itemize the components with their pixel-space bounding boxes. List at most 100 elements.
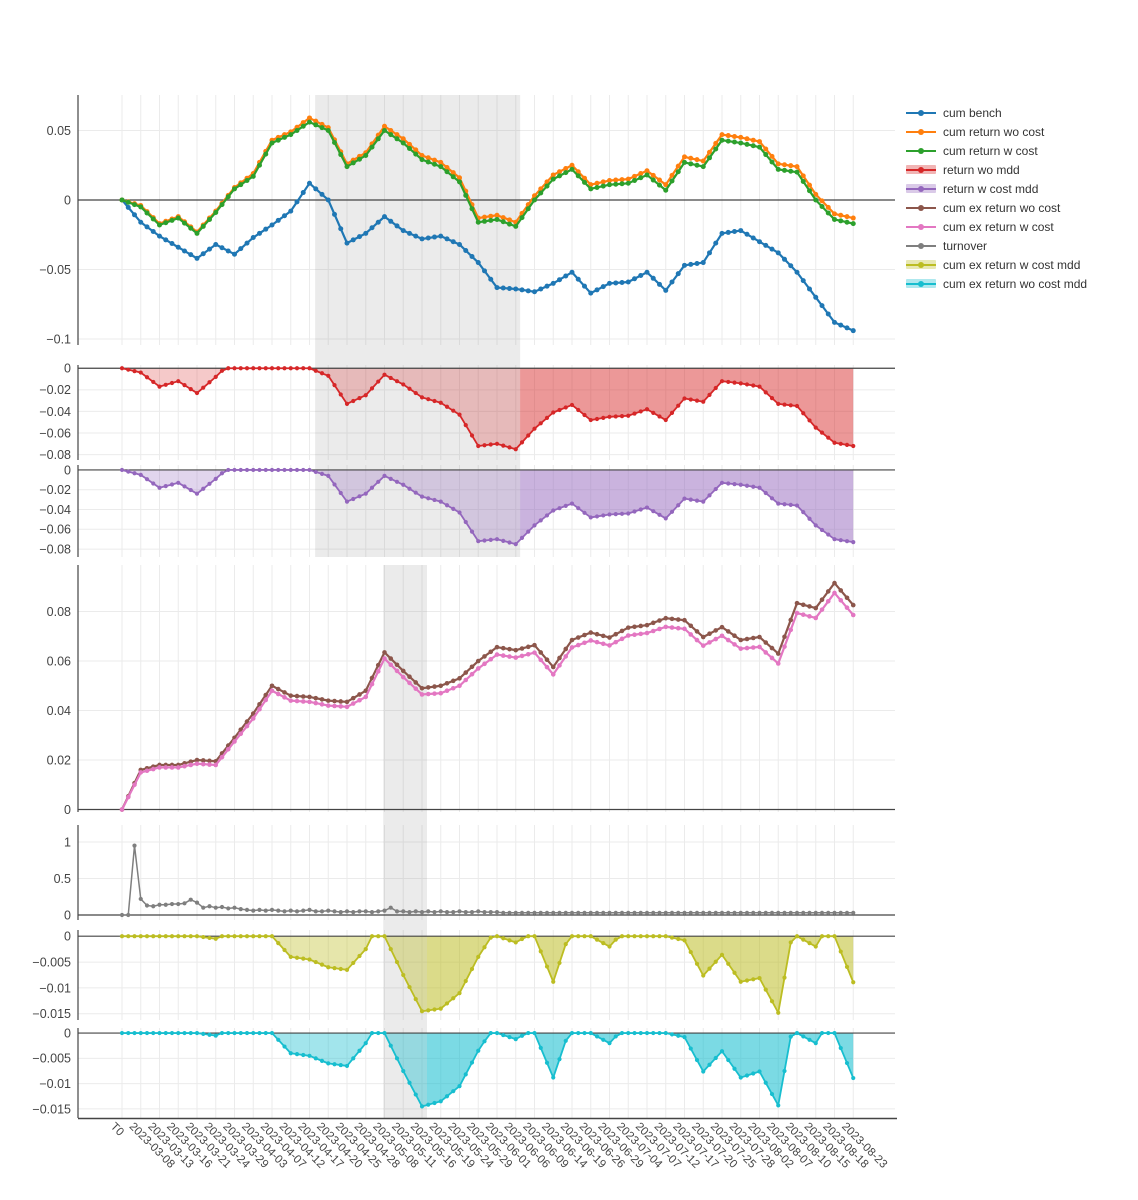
cum_ex_return_w_cost_mdd-mdd-overlay-fill: [427, 936, 854, 1013]
svg-text:−0.06: −0.06: [39, 426, 71, 440]
gridlines-cum-ex-return-w-cost-mdd: [78, 930, 895, 1020]
series-markers-return_wo_mdd: [119, 366, 856, 452]
series-markers-cum_ex_return_w_cost_mdd: [119, 934, 856, 1015]
legend-marker-dot: [918, 280, 924, 287]
series-markers-return_w_cost_mdd: [119, 467, 856, 547]
mdd-gray-band-1: [315, 95, 521, 557]
svg-text:−0.05: −0.05: [39, 263, 71, 277]
legend-item-return-w-cost-mdd[interactable]: return w cost mdd: [906, 179, 1087, 198]
legend-marker-dot: [918, 109, 924, 116]
svg-text:0.06: 0.06: [47, 654, 71, 668]
y-tick-labels-cum-ex-return-wo-cost-mdd: 0 −0.005 −0.01 −0.015: [32, 1026, 71, 1116]
legend-marker-dot: [918, 204, 924, 211]
svg-text:−0.015: −0.015: [32, 1007, 71, 1021]
series-markers-cum_bench: [119, 180, 856, 334]
legend-swatch-line: [906, 202, 936, 213]
legend-item-turnover[interactable]: turnover: [906, 236, 1087, 255]
subplot-cumulative-excess-return: [77, 565, 895, 812]
legend-swatch-band: [906, 164, 936, 175]
series-markers-cum_ex_return_wo_cost: [119, 580, 856, 812]
legend-swatch-line: [906, 240, 936, 251]
legend-swatch-band: [906, 278, 936, 289]
y-tick-labels-return-wo-mdd: 0 −0.02 −0.04 −0.06 −0.08: [39, 362, 71, 462]
legend-label: cum ex return wo cost mdd: [943, 276, 1088, 291]
legend-label: cum return w cost: [943, 143, 1038, 158]
svg-text:−0.005: −0.005: [32, 955, 71, 969]
legend-item-cum-return-wo-cost[interactable]: cum return wo cost: [906, 122, 1087, 141]
series-line-cum_ex_return_wo_cost_mdd: [122, 1032, 855, 1108]
legend-swatch-line: [906, 145, 936, 156]
gridlines-cumulative-excess-return: [78, 565, 895, 812]
svg-text:−0.01: −0.01: [39, 981, 71, 995]
legend-item-cum-ex-return-wo-cost[interactable]: cum ex return wo cost: [906, 198, 1087, 217]
cum_ex_return_w_cost_mdd-fill: [122, 936, 854, 1013]
svg-text:0.5: 0.5: [54, 872, 71, 886]
return_w_cost_mdd-fill: [122, 469, 854, 545]
legend-label: turnover: [943, 238, 988, 253]
subplot-cum-ex-return-wo-cost-mdd: [77, 1028, 895, 1118]
legend-item-cum-ex-return-w-cost-mdd[interactable]: cum ex return w cost mdd: [906, 255, 1087, 274]
legend-item-cum-bench[interactable]: cum bench: [906, 103, 1087, 122]
return_wo_mdd-fill: [122, 368, 854, 450]
svg-text:0: 0: [64, 463, 71, 477]
legend-label: return wo mdd: [943, 162, 1020, 177]
legend: cum bench cum return wo cost cum return …: [906, 103, 1087, 293]
y-tick-labels-cumulative-excess-return: 0.08 0.06 0.04 0.02 0: [47, 605, 71, 817]
svg-text:−0.01: −0.01: [39, 1077, 71, 1091]
legend-label: cum ex return w cost: [943, 219, 1054, 234]
subplot-turnover: [77, 825, 895, 920]
series-line-cum_return_w_cost: [121, 121, 854, 235]
svg-text:−0.1: −0.1: [46, 332, 71, 346]
y-tick-labels-cumulative-return-vs-bench: 0.05 0 −0.05 −0.1: [39, 124, 71, 347]
svg-text:0.05: 0.05: [47, 124, 71, 138]
series-markers-turnover: [119, 843, 856, 918]
cum_ex_return_wo_cost_mdd-fill: [122, 1033, 854, 1107]
svg-text:−0.015: −0.015: [32, 1102, 71, 1116]
series-line-cum_ex_return_w_cost_mdd: [122, 935, 855, 1014]
legend-item-cum-ex-return-wo-cost-mdd[interactable]: cum ex return wo cost mdd: [906, 274, 1087, 293]
series-line-turnover: [122, 844, 854, 916]
y-tick-labels-return-w-cost-mdd: 0 −0.02 −0.04 −0.06 −0.08: [39, 463, 71, 556]
legend-item-cum-return-w-cost[interactable]: cum return w cost: [906, 141, 1087, 160]
legend-marker-dot: [918, 166, 924, 173]
legend-swatch-line: [906, 107, 936, 118]
legend-swatch-band: [906, 183, 936, 194]
svg-text:T0: T0: [108, 1121, 126, 1139]
svg-text:0: 0: [64, 362, 71, 376]
cum_ex_return_wo_cost_mdd-mdd-overlay-fill: [427, 1033, 854, 1106]
svg-text:−0.08: −0.08: [39, 448, 71, 462]
legend-swatch-band: [906, 259, 936, 270]
legend-swatch-line: [906, 221, 936, 232]
series-markers-cum_return_w_cost: [119, 119, 856, 236]
legend-label: cum bench: [943, 105, 1002, 120]
series-markers-cum_ex_return_wo_cost_mdd: [119, 1030, 856, 1109]
svg-text:0.08: 0.08: [47, 605, 71, 619]
gridlines-cumulative-return-vs-bench: [78, 95, 895, 345]
legend-label: cum ex return w cost mdd: [943, 257, 1081, 272]
legend-marker-dot: [918, 223, 924, 230]
svg-text:1: 1: [64, 835, 71, 849]
x-tick-labels: T0 2023-03-082023-03-132023-03-162023-03-…: [108, 1121, 889, 1172]
svg-text:−0.02: −0.02: [39, 483, 71, 497]
gridlines-cum-ex-return-wo-cost-mdd: [78, 1028, 895, 1118]
y-tick-labels-turnover: 10.50: [54, 835, 71, 922]
subplot-return-w-cost-mdd: [77, 465, 895, 557]
svg-text:0: 0: [64, 193, 71, 207]
legend-label: return w cost mdd: [943, 181, 1039, 196]
legend-swatch-line: [906, 126, 936, 137]
svg-text:0: 0: [64, 1026, 71, 1040]
series-line-cum_return_wo_cost: [121, 116, 854, 234]
svg-text:0: 0: [64, 803, 71, 817]
legend-marker-dot: [918, 185, 924, 192]
legend-item-return-wo-mdd[interactable]: return wo mdd: [906, 160, 1087, 179]
svg-text:−0.005: −0.005: [32, 1052, 71, 1066]
legend-item-cum-ex-return-w-cost[interactable]: cum ex return w cost: [906, 217, 1087, 236]
svg-text:0.04: 0.04: [47, 704, 71, 718]
series-line-return_wo_mdd: [121, 367, 854, 451]
svg-text:0: 0: [64, 930, 71, 944]
series-line-cum_ex_return_wo_cost: [121, 581, 855, 810]
subplot-cumulative-return-vs-bench: [77, 95, 895, 345]
svg-text:−0.06: −0.06: [39, 523, 71, 537]
